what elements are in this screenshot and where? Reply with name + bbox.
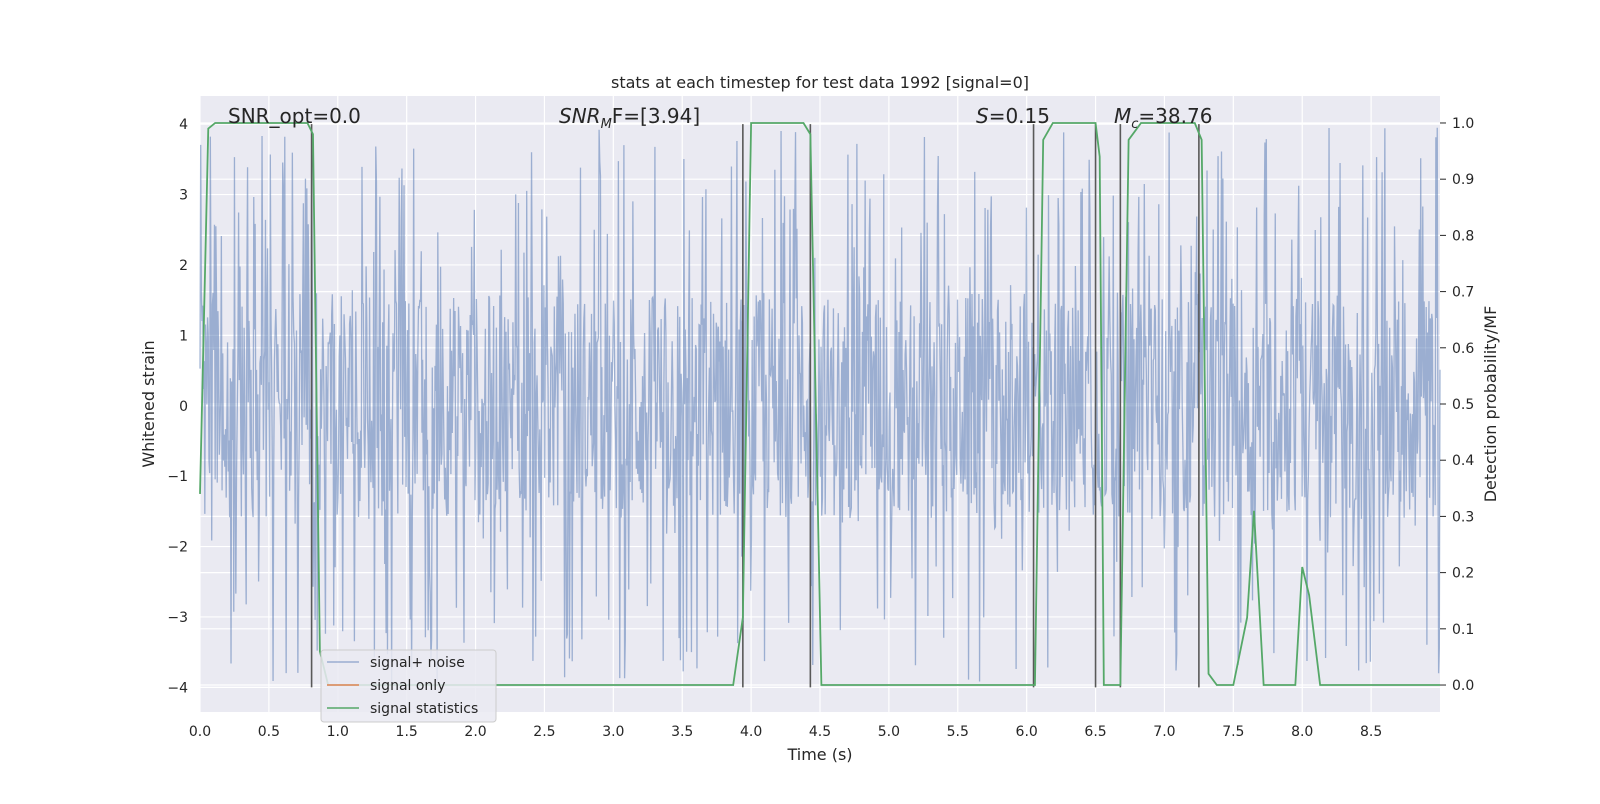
y-right-tick-label-1: 0.1 — [1452, 622, 1474, 638]
annotation-snr-mf-sub: M — [601, 117, 612, 132]
annotation-snr-mf: SNRMF=[3.94] — [559, 104, 700, 132]
y-right-tick-label-3: 0.3 — [1452, 509, 1474, 525]
y-right-tick-label-4: 0.4 — [1452, 453, 1474, 469]
x-tick-label-12: 6.0 — [1016, 724, 1038, 740]
y-right-axis-ticks: 0.0 0.1 0.2 0.3 0.4 0.5 0.6 0.7 0.8 0.9 1.0 — [1440, 116, 1474, 694]
x-tick-label-10: 5.0 — [878, 724, 900, 740]
y-right-tick-label-8: 0.8 — [1452, 228, 1474, 244]
y-left-tick-label-7: 3 — [179, 188, 188, 204]
x-tick-label-1: 0.5 — [258, 724, 280, 740]
legend-label-signal-only: signal only — [370, 678, 445, 694]
annotation-s: S=0.15 — [976, 104, 1050, 128]
y-right-tick-label-10: 1.0 — [1452, 116, 1474, 132]
y-left-tick-label-1: −3 — [167, 610, 188, 626]
y-right-tick-label-0: 0.0 — [1452, 678, 1474, 694]
y-right-axis-label: Detection probability/MF — [1481, 306, 1500, 503]
annotation-s-rest: =0.15 — [989, 104, 1050, 128]
x-tick-label-14: 7.0 — [1153, 724, 1175, 740]
x-axis-ticks: 0.0 0.5 1.0 1.5 2.0 2.5 3.0 3.5 4.0 4.5 5.0 5.5 6.0 6… — [189, 724, 1382, 740]
y-right-tick-label-9: 0.9 — [1452, 172, 1474, 188]
series-signal-noise — [199, 127, 1441, 684]
x-tick-label-8: 4.0 — [740, 724, 762, 740]
y-left-tick-label-6: 2 — [179, 258, 188, 274]
legend-label-signal-statistics: signal statistics — [370, 701, 478, 717]
x-axis-label: Time (s) — [786, 745, 852, 764]
x-tick-label-13: 6.5 — [1084, 724, 1106, 740]
legend-box — [320, 649, 497, 723]
y-left-tick-label-8: 4 — [179, 117, 188, 133]
x-tick-label-6: 3.0 — [602, 724, 624, 740]
annotation-mc-main: M — [1114, 104, 1131, 128]
y-left-tick-label-3: −1 — [167, 469, 188, 485]
y-left-axis-label: Whitened strain — [139, 340, 158, 467]
noise-waveform — [199, 127, 1441, 684]
x-tick-label-0: 0.0 — [189, 724, 211, 740]
x-tick-label-2: 1.0 — [327, 724, 349, 740]
x-tick-label-4: 2.0 — [464, 724, 486, 740]
y-left-tick-label-0: −4 — [167, 680, 188, 696]
x-tick-label-7: 3.5 — [671, 724, 693, 740]
annotation-mc-sub: c — [1131, 117, 1138, 132]
x-tick-label-16: 8.0 — [1291, 724, 1313, 740]
y-left-tick-label-5: 1 — [179, 328, 188, 344]
annotation-snr-mf-main: SNR — [559, 104, 601, 128]
y-left-tick-label-2: −2 — [167, 540, 188, 556]
x-tick-label-15: 7.5 — [1222, 724, 1244, 740]
annotation-s-main: S — [976, 104, 989, 128]
y-left-tick-label-4: 0 — [179, 399, 188, 415]
y-right-tick-label-5: 0.5 — [1452, 397, 1474, 413]
x-tick-label-9: 4.5 — [809, 724, 831, 740]
y-right-tick-label-6: 0.6 — [1452, 341, 1474, 357]
legend-label-signal-noise: signal+ noise — [370, 655, 465, 671]
chart-title: stats at each timestep for test data 199… — [611, 73, 1029, 92]
x-tick-label-5: 2.5 — [533, 724, 555, 740]
y-right-tick-label-7: 0.7 — [1452, 285, 1474, 301]
annotation-mc: Mc=38.76 — [1114, 104, 1212, 132]
vertical-markers — [310, 124, 1200, 688]
y-right-tick-label-2: 0.2 — [1452, 566, 1474, 582]
annotation-snr-opt: SNR_opt=0.0 — [228, 104, 361, 128]
y-left-axis-ticks: −4 −3 −2 −1 0 1 2 3 4 — [167, 117, 188, 696]
x-tick-label-3: 1.5 — [396, 724, 418, 740]
x-tick-label-17: 8.5 — [1360, 724, 1382, 740]
x-tick-label-11: 5.5 — [947, 724, 969, 740]
annotation-snr-mf-rest: F=[3.94] — [612, 104, 700, 128]
legend: signal+ noise signal only signal statist… — [320, 649, 497, 723]
annotation-mc-rest: =38.76 — [1138, 104, 1212, 128]
